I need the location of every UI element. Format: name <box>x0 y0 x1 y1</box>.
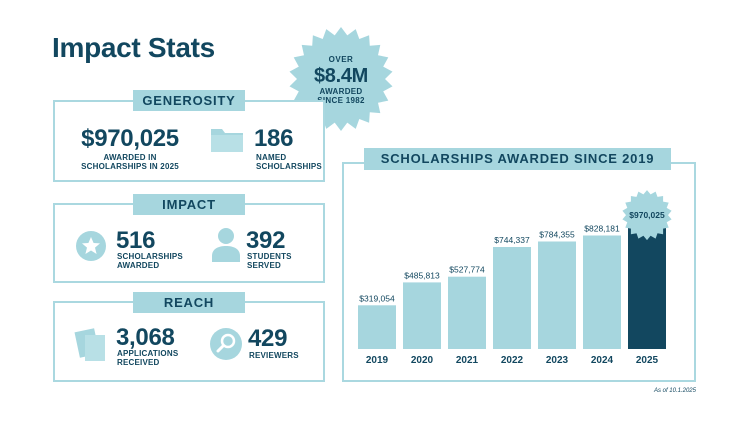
magnifier-icon <box>209 327 243 361</box>
badge-line-since: SINCE 1982 <box>317 96 365 105</box>
as-of-note: As of 10.1.2025 <box>653 388 696 394</box>
generosity-amount: $970,025 <box>81 125 179 152</box>
scholarships-awarded-count: 516 <box>116 227 156 254</box>
value-label-2020: $485,813 <box>404 270 440 280</box>
value-label-2021: $527,774 <box>449 265 485 275</box>
bar-2020 <box>403 282 441 349</box>
value-label-2025: $970,025 <box>629 210 665 220</box>
tick-label-2025: 2025 <box>636 355 659 366</box>
bar-2022 <box>493 247 531 349</box>
value-label-2023: $784,355 <box>539 230 575 240</box>
students-served-count: 392 <box>246 227 286 254</box>
applications-count: 3,068 <box>116 324 175 351</box>
generosity-amount-caption: AWARDED IN SCHOLARSHIPS IN 2025 <box>81 153 179 171</box>
tick-label-2020: 2020 <box>411 355 434 366</box>
bar-2019 <box>358 305 396 349</box>
students-served-caption: STUDENTS SERVED <box>247 252 292 270</box>
badge-line-over: OVER <box>328 55 354 64</box>
bar-chart: $319,054 2019 $485,813 2020 $527,774 2021 $744… <box>358 190 672 366</box>
folder-icon <box>209 126 245 154</box>
highlight-burst <box>622 190 672 241</box>
reach-label: REACH <box>133 292 245 313</box>
documents-icon <box>74 327 108 363</box>
reviewers-caption: REVIEWERS <box>249 351 299 360</box>
value-label-2022: $744,337 <box>494 235 530 245</box>
tick-label-2019: 2019 <box>366 355 389 366</box>
generosity-card <box>53 100 325 182</box>
badge-line-awarded: AWARDED <box>319 87 363 96</box>
impact-label: IMPACT <box>133 194 245 215</box>
star-icon <box>75 230 107 262</box>
tick-label-2021: 2021 <box>456 355 479 366</box>
value-label-2024: $828,181 <box>584 224 620 234</box>
bar-2021 <box>448 276 486 349</box>
tick-label-2022: 2022 <box>501 355 524 366</box>
bar-2023 <box>538 241 576 349</box>
value-label-2019: $319,054 <box>359 293 395 303</box>
applications-caption: APPLICATIONS RECEIVED <box>117 349 179 367</box>
generosity-label: GENEROSITY <box>133 90 245 111</box>
tick-label-2024: 2024 <box>591 355 614 366</box>
reviewers-count: 429 <box>248 325 288 352</box>
tick-label-2023: 2023 <box>546 355 569 366</box>
named-scholarships-count: 186 <box>254 125 294 152</box>
scholarships-awarded-caption: SCHOLARSHIPS AWARDED <box>117 252 183 270</box>
badge-amount: $8.4M <box>313 65 369 87</box>
page-title: Impact Stats <box>52 32 215 63</box>
person-icon <box>210 226 242 264</box>
bar-2024 <box>583 235 621 349</box>
named-scholarships-caption: NAMED SCHOLARSHIPS <box>256 153 322 171</box>
chart-title: SCHOLARSHIPS AWARDED SINCE 2019 <box>364 148 671 170</box>
